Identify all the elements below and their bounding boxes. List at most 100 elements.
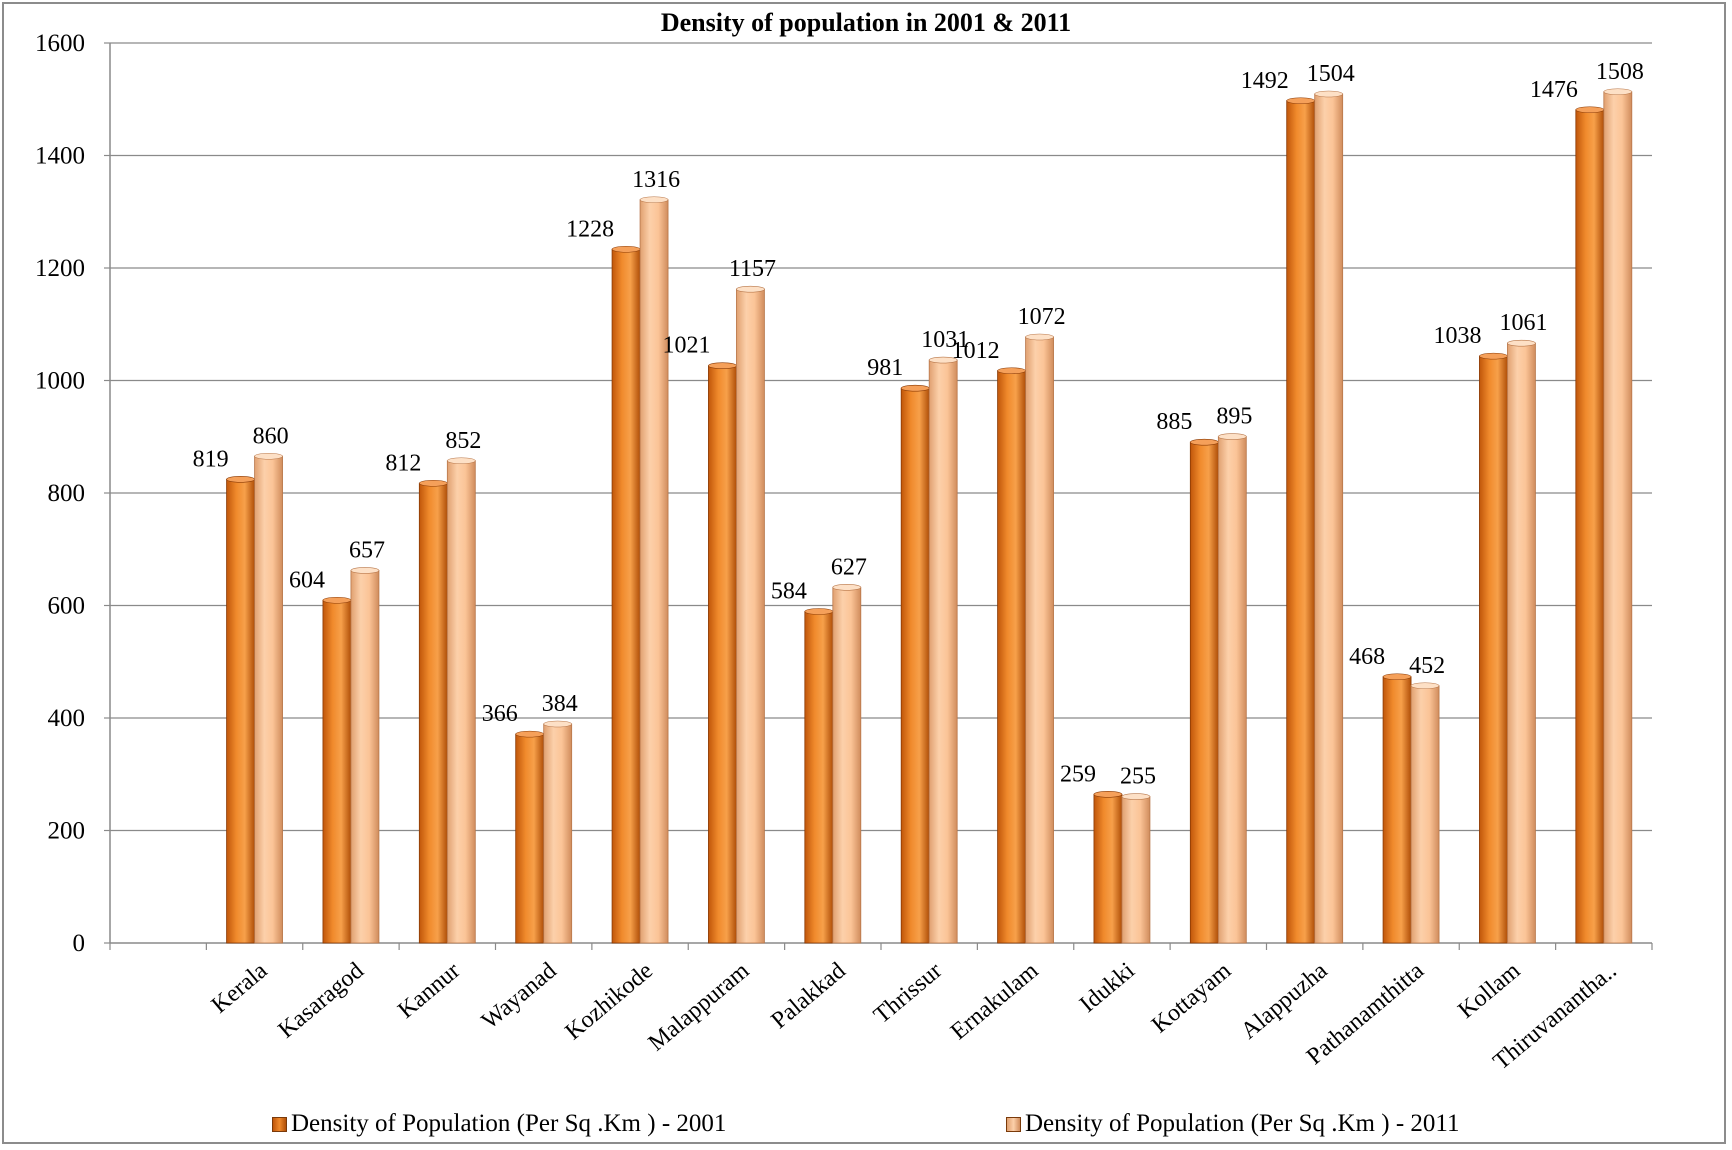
bar xyxy=(226,478,255,944)
data-label: 895 xyxy=(1216,404,1252,430)
bar xyxy=(928,359,958,944)
bar-cap xyxy=(1093,791,1123,798)
x-tick-label: Kasaragod xyxy=(273,958,368,1044)
bar-cap xyxy=(1479,352,1508,360)
bar xyxy=(804,611,834,944)
bar xyxy=(708,365,737,944)
data-label: 627 xyxy=(831,554,867,580)
y-tick-label: 1400 xyxy=(35,143,85,170)
bar-cap xyxy=(900,384,930,392)
bar xyxy=(254,455,283,944)
bar-cap xyxy=(419,479,448,487)
bar-cap xyxy=(928,356,958,364)
data-label: 1492 xyxy=(1241,68,1289,94)
bar xyxy=(1189,441,1219,944)
data-label: 812 xyxy=(385,450,421,476)
bar-cap xyxy=(1410,682,1440,690)
legend-label-2011: Density of Population (Per Sq .Km ) - 20… xyxy=(1025,1110,1460,1137)
bar-cap xyxy=(1382,673,1412,681)
bar-cap xyxy=(226,476,255,483)
data-label: 852 xyxy=(445,428,481,454)
x-tick-label: Idukki xyxy=(1075,957,1140,1017)
y-tick-label: 600 xyxy=(48,593,86,620)
bar-cap xyxy=(1507,339,1536,347)
y-tick-label: 400 xyxy=(48,705,86,732)
bar xyxy=(1575,109,1605,944)
bar-cap xyxy=(254,452,283,460)
data-label: 384 xyxy=(542,691,578,717)
bar xyxy=(543,723,573,944)
bar xyxy=(736,288,765,944)
x-tick-label: Kottayam xyxy=(1147,957,1236,1038)
bar xyxy=(350,570,380,944)
data-label: 1504 xyxy=(1307,61,1355,87)
bar xyxy=(900,387,930,944)
data-label: 1031 xyxy=(921,327,969,353)
y-tick-label: 1600 xyxy=(35,30,85,57)
x-tick-label: Kollam xyxy=(1453,957,1525,1023)
bar-cap xyxy=(1314,90,1343,98)
data-label: 604 xyxy=(289,567,325,593)
legend-label-2001: Density of Population (Per Sq .Km ) - 20… xyxy=(291,1110,727,1137)
bar-cap xyxy=(611,245,641,253)
bar xyxy=(1286,100,1316,944)
y-tick-label: 200 xyxy=(48,818,86,845)
y-tick-label: 0 xyxy=(73,930,86,957)
bar-cap xyxy=(832,584,862,591)
bar xyxy=(997,370,1026,944)
bar-cap xyxy=(997,367,1026,375)
data-label: 1508 xyxy=(1596,59,1644,85)
bar xyxy=(1093,793,1123,944)
data-label: 1012 xyxy=(952,338,1000,364)
bar-cap xyxy=(322,596,352,604)
x-tick-label: Kerala xyxy=(207,957,273,1018)
data-label: 259 xyxy=(1060,761,1096,787)
legend-swatch-2011 xyxy=(1006,1116,1021,1132)
x-tick-label: Wayanad xyxy=(477,958,562,1035)
bar-cap xyxy=(1121,793,1151,800)
x-tick-label: Alappuzha xyxy=(1236,957,1333,1044)
bar-cap xyxy=(1025,333,1054,341)
legend-item-2011: Density of Population (Per Sq .Km ) - 20… xyxy=(1006,1110,1459,1138)
data-label: 1021 xyxy=(662,333,710,359)
bar xyxy=(1479,355,1508,944)
bar-cap xyxy=(1190,438,1219,446)
data-label: 1316 xyxy=(632,167,680,193)
x-tick-label: Malappuram xyxy=(644,957,755,1056)
x-tick-label: Kozhikode xyxy=(561,958,658,1046)
bar-cap xyxy=(447,457,476,465)
bar xyxy=(1507,342,1536,944)
bar-cap xyxy=(543,720,572,728)
y-tick-label: 800 xyxy=(48,480,86,507)
bar xyxy=(1382,676,1412,944)
bar xyxy=(639,199,669,944)
data-label: 452 xyxy=(1409,653,1445,679)
legend: Density of Population (Per Sq .Km ) - 20… xyxy=(0,1110,1732,1144)
bar xyxy=(1121,796,1151,944)
bar xyxy=(446,460,476,944)
data-label: 468 xyxy=(1349,644,1385,670)
chart-title: Density of population in 2001 & 2011 xyxy=(660,8,1072,37)
x-tick-label: Thrissur xyxy=(869,958,947,1029)
bar-cap xyxy=(639,196,669,204)
data-label: 255 xyxy=(1120,764,1156,790)
bar-cap xyxy=(736,285,765,293)
bar-chart: 0 200 400 600 800 1000 1200 1400 1600 819 860 Kera… xyxy=(35,30,1653,1075)
bar-cap xyxy=(1603,88,1633,96)
y-tick-label: 1000 xyxy=(35,368,85,395)
x-tick-label: Palakkad xyxy=(767,958,851,1034)
bar-cap xyxy=(515,730,544,738)
bar xyxy=(1603,91,1633,944)
data-label: 584 xyxy=(771,579,807,605)
data-label: 860 xyxy=(253,423,289,449)
data-label: 1476 xyxy=(1530,77,1578,103)
bar xyxy=(1410,685,1440,944)
x-tick-label: Kannur xyxy=(393,958,465,1024)
x-tick-label: Ernakulam xyxy=(946,957,1044,1045)
legend-item-2001: Density of Population (Per Sq .Km ) - 20… xyxy=(272,1110,726,1138)
data-label: 885 xyxy=(1156,409,1192,435)
bar xyxy=(515,733,545,944)
bar xyxy=(418,482,448,944)
data-label: 1228 xyxy=(566,216,614,242)
